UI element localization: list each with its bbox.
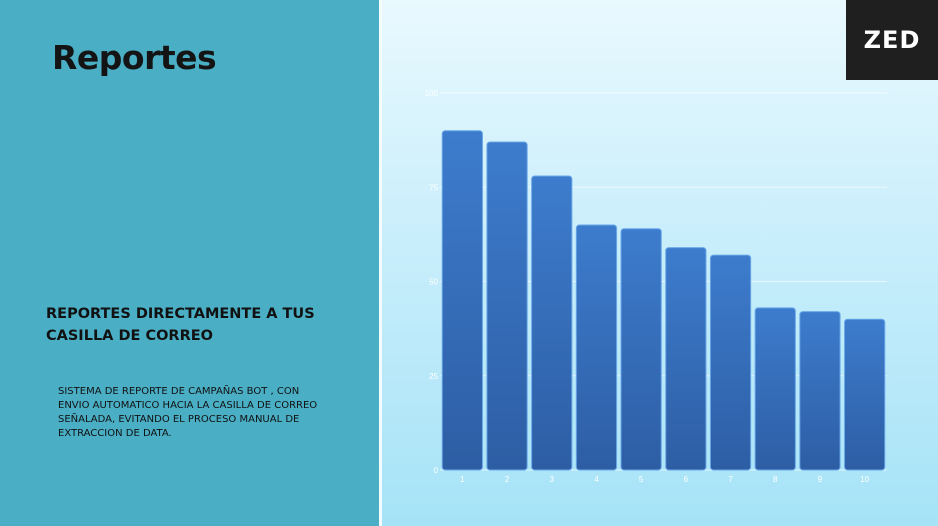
- chart-bar: [665, 247, 707, 471]
- y-tick-label: 25: [429, 372, 438, 381]
- chart-bar: [620, 228, 662, 471]
- chart-bar: [575, 224, 618, 471]
- chart-bar: [486, 141, 528, 471]
- bar-chart: 1 2 3 4 5 6 7 8 9 10 0 25 50 75 100: [425, 89, 887, 484]
- x-tick-label: 6: [684, 475, 689, 484]
- y-tick-label: 75: [429, 183, 438, 192]
- x-tick-label: 4: [594, 475, 599, 484]
- x-tick-label: 7: [728, 475, 733, 484]
- y-axis-labels: 0 25 50 75 100: [425, 89, 439, 475]
- slide-subtitle: REPORTES DIRECTAMENTE A TUS CASILLA DE C…: [46, 306, 315, 344]
- chart-bar: [754, 307, 796, 471]
- chart-bar: [844, 318, 886, 471]
- x-tick-label: 5: [639, 475, 644, 484]
- x-tick-label: 10: [860, 475, 869, 484]
- x-tick-label: 8: [773, 475, 778, 484]
- x-tick-label: 1: [460, 475, 465, 484]
- chart-bars: [441, 130, 886, 471]
- chart-bar: [441, 130, 483, 471]
- y-tick-label: 50: [429, 278, 438, 287]
- x-tick-label: 9: [818, 475, 823, 484]
- chart-bar: [709, 254, 752, 471]
- y-tick-label: 100: [425, 89, 439, 98]
- x-tick-label: 2: [505, 475, 510, 484]
- chart-bar: [531, 175, 573, 471]
- panel-divider: [379, 0, 382, 526]
- x-tick-label: 3: [550, 475, 555, 484]
- y-tick-label: 0: [434, 466, 439, 475]
- x-axis-labels: 1 2 3 4 5 6 7 8 9 10: [460, 475, 870, 484]
- logo-text: ZED: [863, 26, 921, 54]
- left-panel: [0, 0, 379, 526]
- page-title: Reportes: [52, 38, 217, 77]
- slide-description: SISTEMA DE REPORTE DE CAMPAÑAS BOT , CON…: [58, 386, 318, 439]
- chart-bar: [799, 311, 841, 471]
- zed-logo-icon: ZED: [846, 0, 938, 80]
